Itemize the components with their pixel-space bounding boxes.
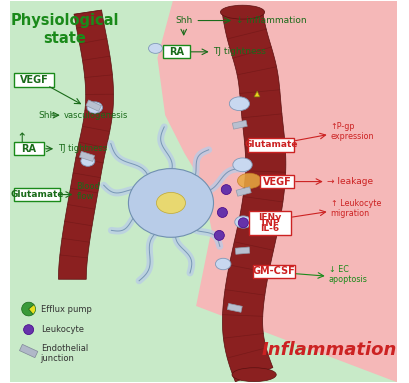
FancyBboxPatch shape xyxy=(14,188,59,201)
Circle shape xyxy=(221,185,231,195)
Bar xyxy=(86,100,101,111)
Text: VEGF: VEGF xyxy=(20,75,48,85)
Ellipse shape xyxy=(232,158,252,172)
Text: Blood
flow: Blood flow xyxy=(76,182,100,201)
Text: TJ tightness: TJ tightness xyxy=(58,144,106,153)
Text: Glutamate: Glutamate xyxy=(10,190,63,199)
Ellipse shape xyxy=(220,5,264,19)
Ellipse shape xyxy=(87,102,102,113)
Text: Efflux pump: Efflux pump xyxy=(40,304,91,314)
FancyBboxPatch shape xyxy=(11,1,396,382)
Polygon shape xyxy=(222,10,285,382)
FancyBboxPatch shape xyxy=(249,211,290,236)
Ellipse shape xyxy=(234,216,251,228)
Text: ↑ Leukocyte
migration: ↑ Leukocyte migration xyxy=(330,199,380,218)
Text: ↓ EC
apoptosis: ↓ EC apoptosis xyxy=(328,265,367,285)
Text: IL-6: IL-6 xyxy=(260,224,279,233)
Text: GM-CSF: GM-CSF xyxy=(252,266,294,276)
Ellipse shape xyxy=(215,258,230,270)
Bar xyxy=(79,151,94,161)
FancyBboxPatch shape xyxy=(252,265,294,278)
Ellipse shape xyxy=(229,97,249,111)
Text: RA: RA xyxy=(21,144,36,154)
Text: IFNγ: IFNγ xyxy=(258,213,281,222)
Circle shape xyxy=(238,218,248,228)
Polygon shape xyxy=(254,91,259,97)
Text: TNF: TNF xyxy=(259,219,279,228)
Text: Shh: Shh xyxy=(175,16,192,25)
Circle shape xyxy=(214,231,224,241)
Polygon shape xyxy=(157,1,396,382)
Bar xyxy=(227,303,242,312)
Polygon shape xyxy=(58,10,113,279)
Text: vasculogenesis: vasculogenesis xyxy=(64,111,128,119)
Text: Endothelial
junction: Endothelial junction xyxy=(40,344,88,363)
FancyBboxPatch shape xyxy=(14,73,54,87)
Bar xyxy=(236,187,251,196)
Text: Inflammation: Inflammation xyxy=(261,341,396,359)
Circle shape xyxy=(24,325,34,335)
Ellipse shape xyxy=(148,43,162,53)
Ellipse shape xyxy=(128,169,213,237)
Text: Physiological
state: Physiological state xyxy=(10,13,119,46)
Ellipse shape xyxy=(231,368,276,381)
Wedge shape xyxy=(29,304,36,314)
Text: ↓ inflammation: ↓ inflammation xyxy=(235,16,306,25)
Bar xyxy=(232,120,247,129)
FancyBboxPatch shape xyxy=(259,175,293,188)
Circle shape xyxy=(217,208,227,218)
Bar xyxy=(235,247,249,254)
Text: → leakage: → leakage xyxy=(326,177,372,186)
Wedge shape xyxy=(22,302,34,316)
Ellipse shape xyxy=(237,173,261,188)
Ellipse shape xyxy=(81,155,94,166)
FancyBboxPatch shape xyxy=(14,142,44,155)
Bar xyxy=(19,344,38,358)
Text: TJ tightness: TJ tightness xyxy=(213,47,265,56)
Text: ↑: ↑ xyxy=(16,133,27,145)
Ellipse shape xyxy=(156,192,185,213)
Text: Glutamate: Glutamate xyxy=(244,141,297,149)
Text: RA: RA xyxy=(169,47,183,57)
Text: VEGF: VEGF xyxy=(262,177,291,187)
Text: ↑P-gp
expression: ↑P-gp expression xyxy=(330,121,373,141)
Text: Leukocyte: Leukocyte xyxy=(40,325,83,334)
FancyBboxPatch shape xyxy=(163,45,189,58)
FancyBboxPatch shape xyxy=(248,138,293,152)
Text: Shh: Shh xyxy=(38,111,56,119)
